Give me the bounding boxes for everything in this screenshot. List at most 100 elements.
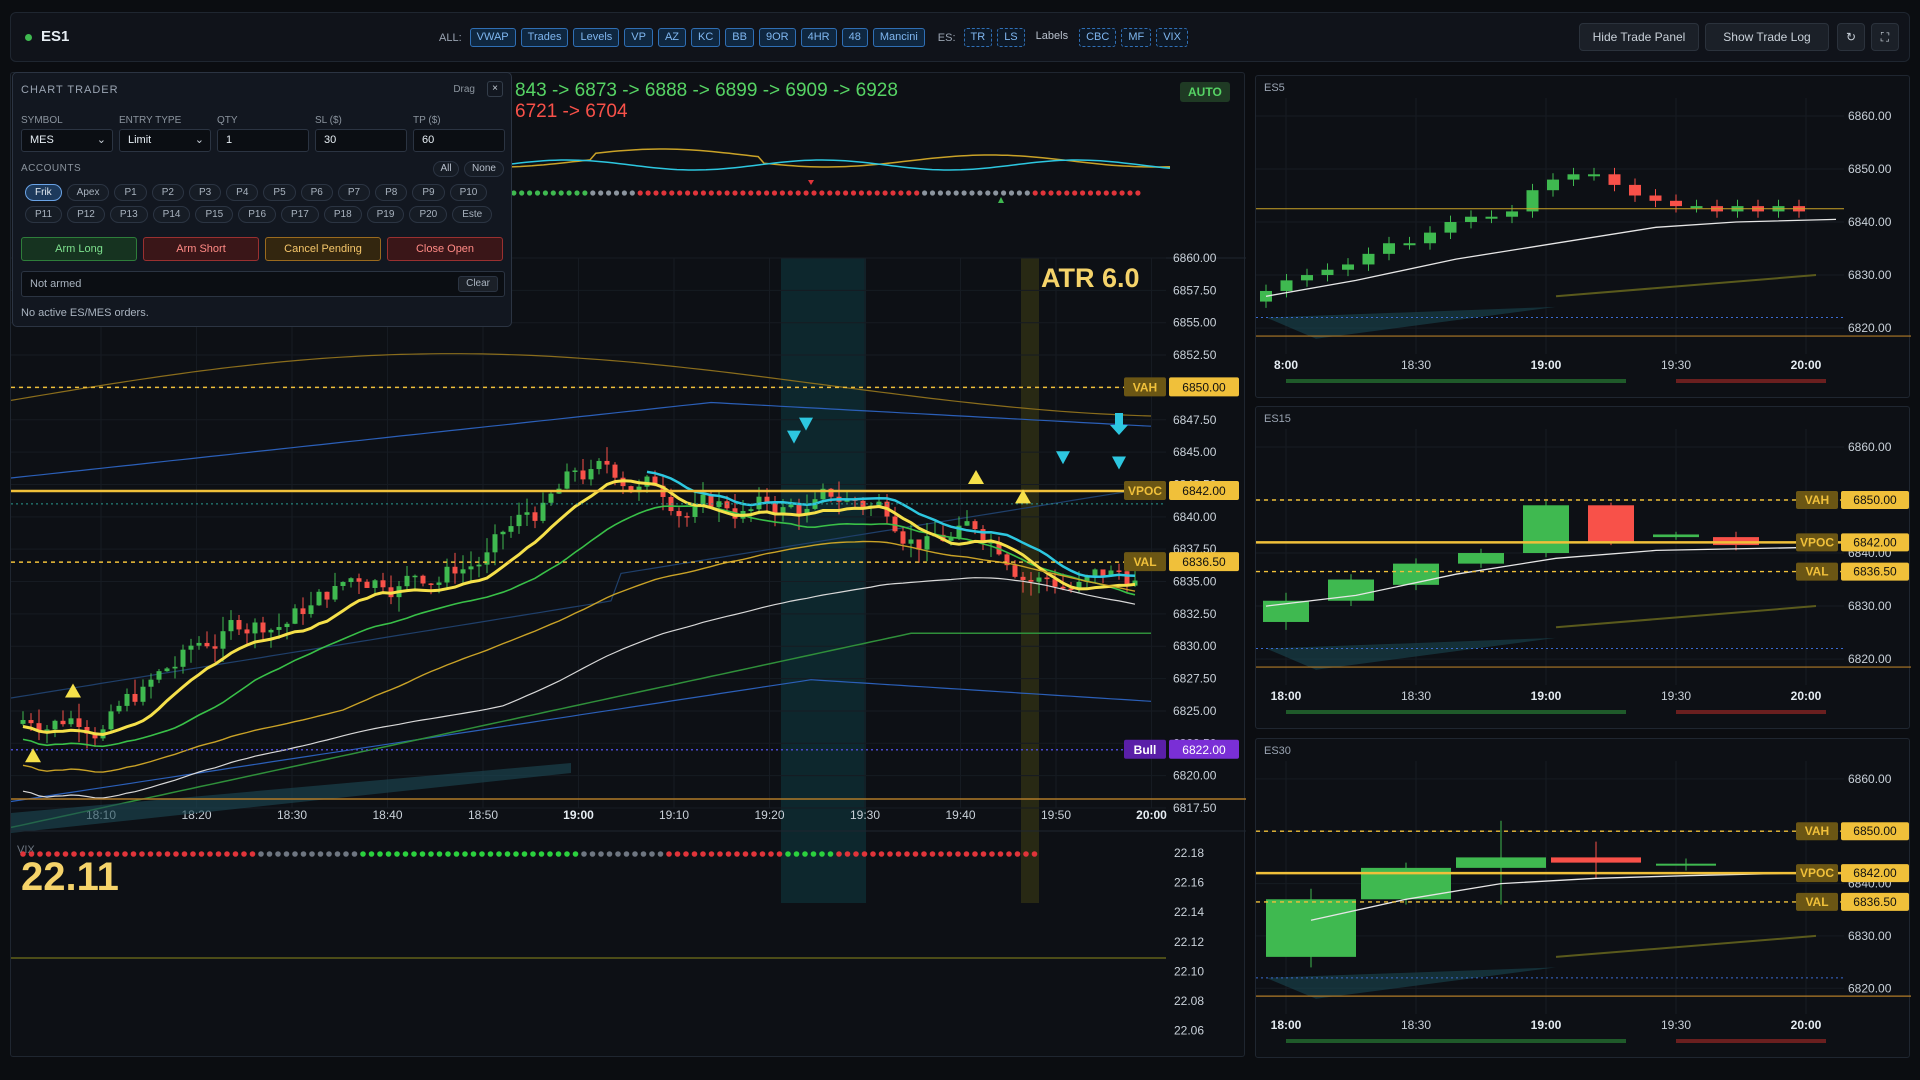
- candle-body[interactable]: [636, 486, 642, 493]
- account-chip-p7[interactable]: P7: [337, 184, 371, 201]
- candle-body[interactable]: [1588, 505, 1634, 543]
- candle-body[interactable]: [1656, 863, 1716, 866]
- candle-body[interactable]: [964, 521, 970, 526]
- candle-body[interactable]: [156, 671, 162, 680]
- buy-signal-triangle[interactable]: [968, 470, 984, 484]
- es-toggle-mf[interactable]: MF: [1121, 28, 1152, 47]
- account-chip-p13[interactable]: P13: [109, 206, 148, 223]
- candle-body[interactable]: [1523, 505, 1569, 554]
- candle-body[interactable]: [1116, 570, 1122, 572]
- entry-type-select[interactable]: Limit ⌄: [119, 129, 211, 152]
- auto-badge[interactable]: AUTO: [1180, 82, 1230, 102]
- candle-body[interactable]: [1458, 553, 1504, 564]
- select-all-accounts-button[interactable]: All: [433, 161, 459, 177]
- close-icon[interactable]: ×: [487, 81, 503, 97]
- candle-body[interactable]: [452, 566, 458, 574]
- candle-body[interactable]: [1393, 563, 1439, 585]
- account-chip-p1[interactable]: P1: [114, 184, 147, 201]
- candle-body[interactable]: [1526, 190, 1539, 212]
- candle-body[interactable]: [36, 723, 42, 732]
- candle-body[interactable]: [1266, 899, 1356, 957]
- candle-body[interactable]: [204, 642, 210, 647]
- candle-body[interactable]: [68, 718, 74, 725]
- account-chip-p12[interactable]: P12: [67, 206, 105, 223]
- candle-body[interactable]: [500, 531, 506, 535]
- candle-body[interactable]: [1068, 588, 1074, 591]
- arm-long-button[interactable]: Arm Long: [21, 237, 137, 261]
- candle-body[interactable]: [468, 566, 474, 570]
- candle-body[interactable]: [164, 668, 170, 672]
- candle-body[interactable]: [220, 631, 226, 649]
- cancel-pending-button[interactable]: Cancel Pending: [265, 237, 381, 261]
- candle-body[interactable]: [476, 564, 482, 567]
- account-chip-p19[interactable]: P19: [366, 206, 405, 223]
- candle-body[interactable]: [580, 470, 586, 480]
- sl-input[interactable]: 30: [315, 129, 407, 152]
- toggle-az[interactable]: AZ: [657, 28, 687, 47]
- candle-body[interactable]: [772, 502, 778, 514]
- candle-body[interactable]: [1506, 211, 1518, 217]
- es5-chart-canvas[interactable]: 6860.00 6850.00 6840.00 6830.00 6820.00 8:00 1…: [1256, 76, 1911, 399]
- toggle-9or[interactable]: 9OR: [758, 28, 796, 47]
- candle-body[interactable]: [676, 511, 682, 517]
- sell-signal-triangle[interactable]: [787, 430, 801, 444]
- candle-body[interactable]: [244, 629, 250, 634]
- candle-body[interactable]: [60, 720, 66, 725]
- candle-body[interactable]: [1653, 534, 1699, 538]
- candle-body[interactable]: [1052, 579, 1058, 587]
- select-no-accounts-button[interactable]: None: [464, 161, 504, 177]
- candle-body[interactable]: [708, 494, 714, 507]
- candle-body[interactable]: [1588, 174, 1600, 177]
- refresh-icon[interactable]: ↻: [1837, 23, 1865, 51]
- account-chip-p20[interactable]: P20: [409, 206, 448, 223]
- toggle-levels[interactable]: Levels: [573, 28, 620, 47]
- candle-body[interactable]: [428, 583, 434, 585]
- account-chip-p10[interactable]: P10: [449, 184, 488, 201]
- show-trade-log-button[interactable]: Show Trade Log: [1705, 23, 1829, 51]
- candle-body[interactable]: [644, 476, 650, 487]
- es-toggle-ls[interactable]: LS: [997, 28, 1025, 47]
- candle-body[interactable]: [356, 578, 362, 582]
- candle-body[interactable]: [1301, 275, 1313, 281]
- candle-body[interactable]: [1132, 580, 1138, 586]
- toggle-bb[interactable]: BB: [725, 28, 754, 47]
- account-chip-p11[interactable]: P11: [25, 206, 63, 223]
- symbol-select[interactable]: MES ⌄: [21, 129, 113, 152]
- candle-body[interactable]: [924, 536, 930, 550]
- candle-body[interactable]: [1403, 243, 1416, 246]
- candle-body[interactable]: [1124, 571, 1130, 586]
- candle-body[interactable]: [1076, 581, 1082, 590]
- candle-body[interactable]: [148, 679, 154, 687]
- candle-body[interactable]: [172, 666, 178, 669]
- candle-body[interactable]: [1362, 253, 1375, 265]
- candle-body[interactable]: [1424, 232, 1436, 244]
- qty-input[interactable]: 1: [217, 129, 309, 152]
- candle-body[interactable]: [916, 539, 922, 550]
- account-chip-este[interactable]: Este: [452, 206, 493, 223]
- candle-body[interactable]: [236, 620, 242, 630]
- candle-body[interactable]: [1100, 569, 1106, 577]
- candle-body[interactable]: [628, 486, 634, 493]
- candle-body[interactable]: [380, 580, 386, 588]
- es-toggle-labels[interactable]: Labels: [1035, 30, 1069, 42]
- candle-body[interactable]: [828, 488, 834, 497]
- candle-body[interactable]: [652, 476, 658, 486]
- candle-body[interactable]: [604, 460, 610, 465]
- account-chip-p17[interactable]: P17: [281, 206, 319, 223]
- candle-body[interactable]: [484, 552, 490, 565]
- sell-signal-triangle[interactable]: [799, 417, 813, 431]
- account-chip-p16[interactable]: P16: [238, 206, 277, 223]
- candle-body[interactable]: [44, 729, 50, 732]
- buy-signal-triangle[interactable]: [25, 748, 41, 763]
- account-chip-p3[interactable]: P3: [188, 184, 222, 201]
- candle-body[interactable]: [1036, 577, 1042, 582]
- account-chip-p4[interactable]: P4: [226, 184, 259, 201]
- candle-body[interactable]: [548, 493, 554, 503]
- drag-handle[interactable]: Drag: [453, 84, 475, 95]
- account-chip-frik[interactable]: Frik: [25, 184, 62, 201]
- candle-body[interactable]: [572, 470, 578, 472]
- candle-body[interactable]: [196, 642, 202, 646]
- candle-body[interactable]: [1084, 576, 1090, 582]
- candle-body[interactable]: [1321, 269, 1334, 276]
- candle-body[interactable]: [1690, 206, 1703, 209]
